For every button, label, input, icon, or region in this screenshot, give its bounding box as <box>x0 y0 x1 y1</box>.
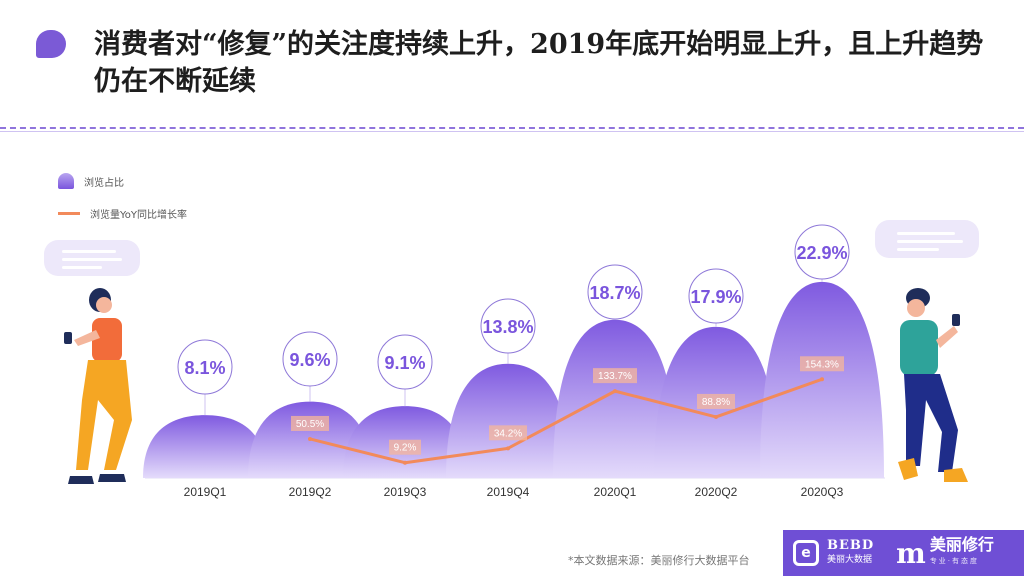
growth-point <box>613 389 617 394</box>
meili-brand: 美丽修行 专业·有态度 <box>930 537 994 569</box>
growth-label-bg <box>389 439 421 455</box>
share-value-label: 17.9% <box>690 287 741 307</box>
share-bar <box>143 415 267 478</box>
person-right-illustration <box>898 288 968 482</box>
value-label-circle <box>177 339 233 395</box>
growth-value-label: 154.3% <box>805 359 839 370</box>
title-divider <box>0 127 1024 129</box>
growth-line <box>309 377 823 465</box>
growth-label-bg <box>697 393 735 409</box>
meili-brand-subtitle: 专业·有态度 <box>929 557 980 565</box>
x-tick-label: 2019Q4 <box>487 485 530 499</box>
meili-logo-icon: m <box>896 536 926 570</box>
share-value-label: 9.1% <box>384 353 425 373</box>
share-value-label: 8.1% <box>184 358 225 378</box>
legend-item-share: 浏览占比 <box>58 172 187 190</box>
person-left-illustration <box>64 288 132 484</box>
x-tick-label: 2019Q3 <box>384 485 427 499</box>
growth-point <box>308 436 312 441</box>
share-value-label: 13.8% <box>482 317 533 337</box>
growth-point <box>403 460 407 465</box>
growth-value-label: 9.2% <box>394 443 417 454</box>
title-bullet-icon <box>36 30 66 58</box>
legend-share-label: 浏览占比 <box>84 177 124 189</box>
label-connectors <box>204 279 823 416</box>
speech-bubble-left <box>44 240 140 276</box>
growth-label-bg <box>800 356 844 372</box>
growth-label-bg <box>593 368 637 384</box>
title-divider-underline <box>0 131 1024 132</box>
speech-bubble-right <box>875 220 979 258</box>
value-label-circle <box>480 298 536 354</box>
x-tick-label: 2019Q1 <box>184 485 227 499</box>
value-label-circle <box>377 334 433 390</box>
growth-value-label: 50.5% <box>296 419 324 430</box>
bell-icon <box>58 173 74 189</box>
bebd-brand-subtitle: 美丽大数据 <box>827 555 873 565</box>
share-bar <box>553 319 677 478</box>
share-bar <box>446 363 570 478</box>
bebd-brand: BEBD 美丽大数据 <box>827 539 874 567</box>
brand-footer: e BEBD 美丽大数据 m 美丽修行 专业·有态度 <box>783 530 1024 576</box>
x-axis-ticks: 2019Q1 2019Q2 2019Q3 2019Q4 2020Q1 2020Q2 2020… <box>184 485 844 499</box>
value-label-circle <box>587 264 643 320</box>
x-tick-label: 2020Q2 <box>695 485 738 499</box>
value-label-circles: 8.1% 9.6% 9.1% 13.8% 18.7% 17.9% 22.9% <box>177 224 850 395</box>
meili-brand-name: 美丽修行 <box>929 535 994 554</box>
x-tick-label: 2020Q3 <box>801 485 844 499</box>
share-value-label: 9.6% <box>289 350 330 370</box>
growth-line-series: 50.5% 9.2% 34.2% 133.7% 88.8% 154.3% <box>291 356 844 465</box>
value-label-circle <box>282 331 338 387</box>
bebd-brand-name: BEBD <box>827 538 875 553</box>
growth-point <box>820 377 824 382</box>
growth-value-label: 88.8% <box>702 397 730 408</box>
value-label-circle <box>794 224 850 280</box>
growth-label-bg <box>291 415 329 431</box>
value-label-circle <box>688 268 744 324</box>
growth-label-bg <box>489 425 527 441</box>
share-value-label: 22.9% <box>796 243 847 263</box>
bar-series <box>143 281 884 478</box>
growth-value-label: 133.7% <box>598 371 632 382</box>
data-source-note: *本文数据来源：美丽修行大数据平台 <box>568 554 750 567</box>
growth-value-label: 34.2% <box>494 428 522 439</box>
x-tick-label: 2020Q1 <box>594 485 637 499</box>
x-tick-label: 2019Q2 <box>289 485 332 499</box>
legend-item-growth: 浏览量YoY同比增长率 <box>58 204 187 222</box>
bebd-logo-icon: e <box>793 540 819 566</box>
growth-point <box>506 446 510 451</box>
growth-point <box>714 414 718 419</box>
chart-legend: 浏览占比 浏览量YoY同比增长率 <box>58 172 187 236</box>
legend-growth-label: 浏览量YoY同比增长率 <box>90 209 188 221</box>
line-icon <box>58 211 80 215</box>
page-title: 消费者对“修复”的关注度持续上升，2019年底开始明显上升，且上升趋势仍在不断延… <box>94 29 984 97</box>
share-value-label: 18.7% <box>589 283 640 303</box>
